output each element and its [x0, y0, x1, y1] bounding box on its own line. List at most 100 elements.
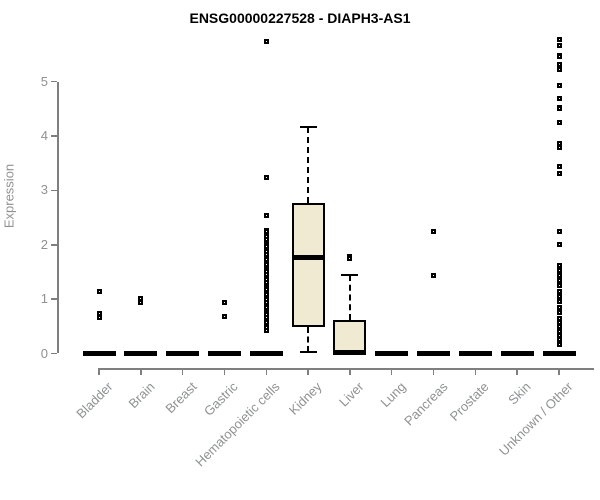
- outlier-point-brain: [138, 296, 144, 302]
- upper-whisker-kidney: [307, 126, 310, 204]
- outlier-point-unknown-other: [556, 83, 562, 88]
- y-axis-tick: [51, 244, 57, 246]
- x-axis-tick: [558, 368, 560, 375]
- outlier-point-unknown-other: [556, 283, 562, 289]
- outlier-point-unknown-other: [556, 140, 562, 146]
- y-axis-tick: [51, 189, 57, 192]
- outlier-point-liver: [347, 256, 353, 262]
- median-breast: [166, 351, 200, 356]
- outlier-point-unknown-other: [556, 66, 562, 72]
- outlier-point-gastric: [221, 300, 227, 306]
- median-lung: [375, 351, 409, 356]
- outlier-point-unknown-other: [556, 171, 562, 177]
- x-tick-label-lung: Lung: [377, 379, 409, 411]
- x-axis-tick: [98, 368, 100, 375]
- median-unknown-other: [542, 351, 576, 356]
- outlier-point-unknown-other: [556, 119, 562, 125]
- outlier-point-unknown-other: [556, 342, 562, 348]
- y-tick-label: 0: [40, 345, 48, 361]
- x-tick-label-liver: Liver: [335, 379, 367, 410]
- y-axis-tick: [51, 80, 57, 83]
- x-axis-tick: [223, 368, 226, 375]
- outlier-point-hematopoietic-cells: [263, 38, 269, 44]
- x-tick-label-skin: Skin: [505, 379, 534, 408]
- outlier-point-unknown-other: [556, 96, 562, 102]
- x-tick-label-brain: Brain: [125, 379, 158, 412]
- x-tick-label-unknown-other: Unknown / Other: [496, 379, 576, 459]
- x-axis-tick: [390, 368, 393, 375]
- outlier-point-unknown-other: [556, 54, 562, 60]
- y-axis-tick: [51, 352, 57, 355]
- outlier-point-unknown-other: [556, 289, 562, 295]
- outlier-point-bladder: [96, 314, 102, 320]
- x-tick-label-prostate: Prostate: [447, 379, 492, 424]
- outlier-point-unknown-other: [556, 229, 562, 235]
- outlier-point-unknown-other: [556, 268, 562, 274]
- outlier-point-unknown-other: [556, 242, 562, 248]
- lower-whisker-kidney: [307, 327, 310, 352]
- y-axis-tick: [51, 298, 57, 300]
- outlier-point-unknown-other: [556, 298, 562, 304]
- outlier-point-pancreas: [431, 229, 437, 235]
- median-skin: [500, 351, 534, 356]
- outlier-point-hematopoietic-cells: [263, 327, 269, 333]
- x-axis-tick: [140, 368, 142, 375]
- y-tick-label: 2: [40, 236, 48, 252]
- outlier-point-unknown-other: [556, 328, 562, 334]
- box-liver: [333, 319, 367, 354]
- median-brain: [124, 351, 158, 356]
- median-bladder: [82, 351, 116, 356]
- outlier-point-unknown-other: [556, 304, 562, 310]
- x-tick-label-breast: Breast: [162, 379, 200, 417]
- box-kidney: [291, 203, 325, 328]
- outlier-point-unknown-other: [556, 309, 562, 315]
- median-kidney: [291, 254, 325, 260]
- x-tick-label-gastric: Gastric: [201, 379, 242, 419]
- median-prostate: [458, 351, 492, 356]
- outlier-point-unknown-other: [556, 278, 562, 284]
- outlier-point-unknown-other: [556, 337, 562, 343]
- median-pancreas: [417, 351, 451, 356]
- lower-whisker-cap-kidney: [299, 350, 317, 353]
- y-axis-label: Expression: [1, 163, 17, 229]
- outlier-point-brain: [138, 300, 144, 306]
- y-tick-label: 4: [40, 128, 48, 144]
- median-hematopoietic-cells: [249, 351, 283, 356]
- outlier-point-unknown-other: [556, 36, 562, 42]
- x-axis-tick: [307, 368, 309, 375]
- outlier-point-unknown-other: [556, 293, 562, 299]
- x-tick-label-hematopoietic-cells: Hematopoietic cells: [192, 379, 283, 470]
- x-axis-tick: [265, 368, 268, 375]
- y-tick-label: 3: [40, 182, 48, 198]
- x-tick-label-bladder: Bladder: [73, 379, 116, 422]
- median-gastric: [207, 351, 241, 356]
- x-tick-label-kidney: Kidney: [285, 379, 325, 418]
- outlier-point-hematopoietic-cells: [263, 175, 269, 181]
- x-axis-tick: [432, 368, 435, 375]
- x-axis-tick: [181, 368, 184, 375]
- y-axis-tick: [51, 135, 57, 137]
- outlier-point-unknown-other: [556, 106, 562, 112]
- outlier-point-pancreas: [431, 272, 437, 278]
- outlier-point-bladder: [96, 289, 102, 295]
- upper-whisker-cap-liver: [341, 274, 359, 277]
- outlier-point-gastric: [221, 314, 227, 320]
- outlier-point-unknown-other: [556, 315, 562, 321]
- upper-whisker-liver: [348, 275, 351, 320]
- x-axis-tick: [516, 368, 518, 375]
- x-axis-line: [98, 368, 595, 370]
- outlier-point-unknown-other: [556, 324, 562, 330]
- outlier-point-hematopoietic-cells: [263, 213, 269, 219]
- outlier-point-unknown-other: [556, 144, 562, 150]
- y-tick-label: 1: [40, 291, 48, 307]
- x-tick-label-pancreas: Pancreas: [400, 379, 451, 429]
- outlier-point-unknown-other: [556, 42, 562, 48]
- outlier-point-unknown-other: [556, 320, 562, 325]
- outlier-point-unknown-other: [556, 273, 562, 279]
- x-axis-tick: [349, 368, 351, 375]
- upper-whisker-cap-kidney: [299, 125, 317, 128]
- median-liver: [333, 349, 367, 355]
- y-axis-line: [57, 81, 59, 354]
- y-tick-label: 5: [40, 73, 48, 89]
